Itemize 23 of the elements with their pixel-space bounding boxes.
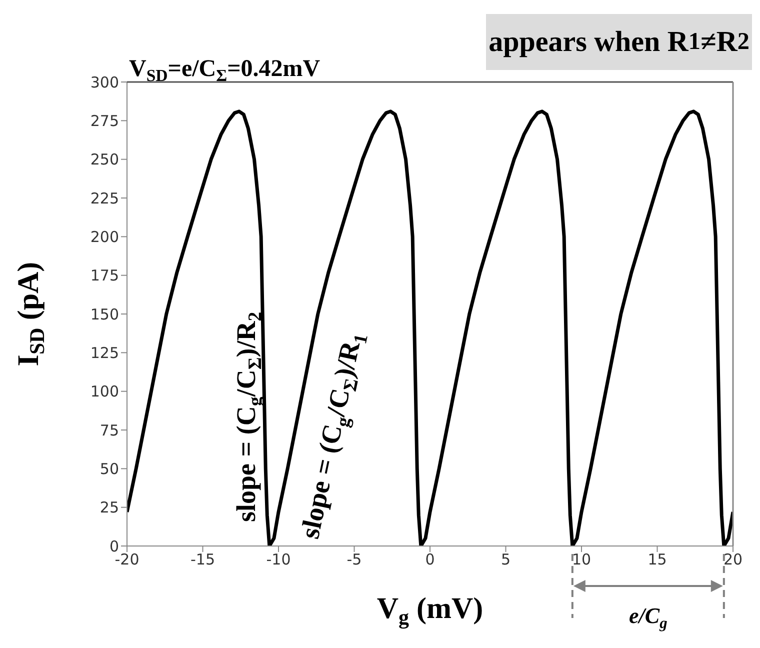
x-tick-label: 0 [425,550,435,569]
x-axis-title: V$_{g}$ (mV) [376,592,484,630]
x-tick-label: -5 [346,550,362,569]
y-tick-label: 150 [90,305,119,324]
x-tick-label: 10 [572,550,592,569]
y-tick-label: 25 [100,498,119,517]
x-tick-label: -10 [266,550,291,569]
y-tick-label: 200 [90,228,119,246]
y-tick-label: 275 [90,112,119,130]
annotation: V$_{SD}$=e/C$_{Σ}$=0.42mV [129,56,321,86]
y-tick-label: 100 [90,382,119,401]
y-tick-label: 50 [100,460,119,478]
y-tick-label: 300 [90,73,119,92]
text: e/C$_{g}$ [629,603,668,632]
y-tick-label: 175 [90,266,119,285]
x-tick-label: 15 [648,550,667,569]
x-tick-label: 5 [500,550,511,569]
x-tick-label: 20 [723,550,743,569]
y-tick-label: 75 [100,421,119,440]
y-tick-label: 125 [90,344,119,362]
y-tick-label: 225 [90,189,119,208]
y-tick-label: 250 [90,150,119,169]
x-tick-label: -15 [190,550,215,569]
